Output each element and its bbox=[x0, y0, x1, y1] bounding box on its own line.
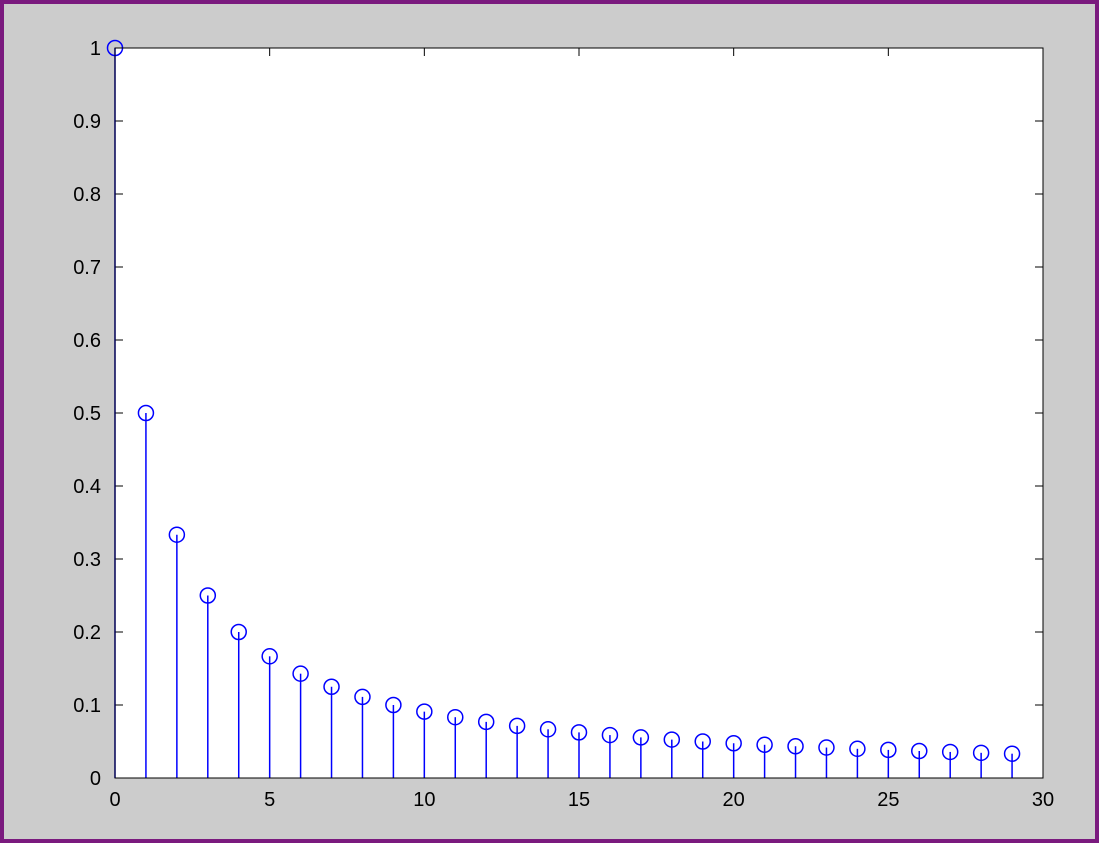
stem-29 bbox=[1003, 745, 1021, 778]
stem-19 bbox=[694, 733, 711, 778]
stem-26 bbox=[911, 742, 928, 778]
y-tick-label: 0.1 bbox=[73, 695, 101, 717]
stem-marker bbox=[230, 623, 247, 641]
stem-marker bbox=[539, 721, 557, 738]
stem-plot: 0 5 10 15 20 25 30 0 0.1 0.2 0.3 0.4 0.5 0.6 0.7 0.8 0.9… bbox=[73, 38, 1054, 811]
stem-marker bbox=[477, 713, 495, 731]
y-tick-label: 0.9 bbox=[73, 111, 101, 133]
stem-marker bbox=[787, 737, 804, 755]
stem-marker bbox=[570, 724, 588, 741]
y-tick-label: 0.7 bbox=[73, 257, 101, 279]
y-tick-label: 0.4 bbox=[73, 476, 101, 498]
stem-5 bbox=[261, 648, 278, 778]
stem-marker bbox=[880, 741, 897, 759]
stem-marker bbox=[818, 739, 835, 756]
stem-marker bbox=[508, 717, 526, 735]
stem-22 bbox=[787, 737, 804, 778]
stem-23 bbox=[818, 739, 835, 778]
stem-marker bbox=[199, 587, 217, 604]
x-tick-label: 15 bbox=[568, 789, 590, 811]
stem-marker bbox=[137, 404, 155, 422]
stem-marker bbox=[911, 742, 928, 760]
y-tick-label: 0 bbox=[90, 768, 101, 790]
stem-24 bbox=[849, 740, 866, 778]
stem-9 bbox=[385, 696, 402, 778]
stem-17 bbox=[632, 729, 650, 778]
stem-marker bbox=[694, 733, 711, 750]
stem-marker bbox=[416, 703, 433, 720]
stem-8 bbox=[354, 688, 371, 778]
x-tick-label: 10 bbox=[413, 789, 435, 811]
stem-18 bbox=[663, 731, 681, 778]
stem-12 bbox=[477, 713, 495, 778]
stem-11 bbox=[447, 708, 464, 778]
x-tick-label: 0 bbox=[109, 789, 120, 811]
stem-marker bbox=[447, 708, 464, 726]
stem-marker bbox=[261, 648, 278, 665]
stem-3 bbox=[199, 587, 217, 778]
stem-16 bbox=[601, 726, 619, 778]
x-tick-label: 30 bbox=[1032, 789, 1054, 811]
stem-marker bbox=[941, 743, 959, 761]
x-tick-label: 20 bbox=[723, 789, 745, 811]
stem-21 bbox=[756, 736, 773, 778]
y-tick-label: 1 bbox=[90, 38, 101, 60]
stem-27 bbox=[941, 743, 959, 778]
stem-4 bbox=[230, 623, 247, 778]
y-tick-label: 0.5 bbox=[73, 403, 101, 425]
stem-marker bbox=[354, 688, 371, 706]
stem-25 bbox=[880, 741, 897, 778]
stem-7 bbox=[323, 678, 340, 778]
stem-marker bbox=[849, 740, 866, 758]
stem-28 bbox=[972, 744, 990, 778]
stem-10 bbox=[416, 703, 433, 778]
stem-13 bbox=[508, 717, 526, 778]
stem-marker bbox=[663, 731, 681, 748]
y-tick-label: 0.2 bbox=[73, 622, 101, 644]
stem-marker bbox=[1003, 745, 1021, 762]
tick-labels: 0 5 10 15 20 25 30 0 0.1 0.2 0.3 0.4 0.5 0.6 0.7 0.8 0.9… bbox=[73, 38, 1054, 811]
stem-marker bbox=[385, 696, 402, 714]
stem-1 bbox=[137, 404, 155, 778]
stem-20 bbox=[725, 735, 742, 778]
stem-marker bbox=[756, 736, 773, 754]
stem-2 bbox=[168, 526, 186, 778]
y-tick-label: 0.6 bbox=[73, 330, 101, 352]
stem-14 bbox=[539, 721, 557, 778]
stem-marker bbox=[632, 729, 650, 746]
x-tick-label: 5 bbox=[264, 789, 275, 811]
stem-marker bbox=[725, 735, 742, 752]
y-tick-label: 0.8 bbox=[73, 184, 101, 206]
stem-marker bbox=[292, 665, 309, 682]
x-tick-label: 25 bbox=[877, 789, 899, 811]
stem-marker bbox=[601, 726, 619, 744]
stem-marker bbox=[323, 678, 340, 695]
stem-marker bbox=[972, 744, 990, 762]
stem-marker bbox=[168, 526, 186, 543]
plot-area bbox=[115, 48, 1043, 778]
axes-box bbox=[114, 47, 1044, 779]
stem-15 bbox=[570, 724, 588, 778]
stem-6 bbox=[292, 665, 309, 778]
y-tick-label: 0.3 bbox=[73, 549, 101, 571]
